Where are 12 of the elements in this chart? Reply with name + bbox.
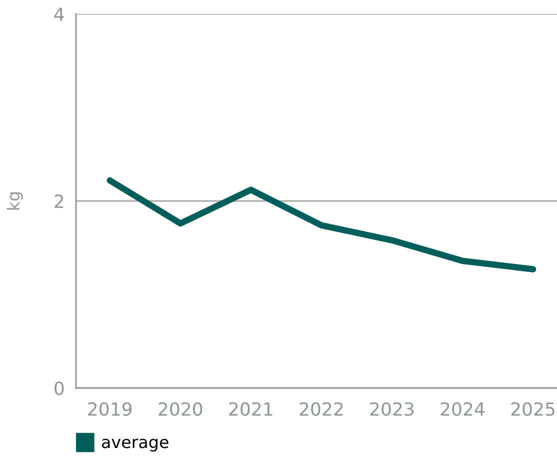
legend-label: average (102, 438, 168, 452)
y-tick-label: 0 (54, 381, 64, 396)
x-tick-label: 2023 (370, 402, 414, 416)
x-tick-label: 2019 (88, 402, 132, 416)
x-tick-label: 2025 (511, 402, 554, 416)
x-tick-label: 2024 (440, 402, 484, 416)
y-tick-label: 4 (54, 8, 64, 21)
x-tick-label: 2021 (229, 402, 272, 416)
y-axis-title: kg (6, 192, 23, 210)
x-tick-label: 2020 (158, 402, 202, 416)
y-tick-label: 2 (54, 194, 64, 208)
x-tick-label: 2022 (300, 402, 343, 416)
